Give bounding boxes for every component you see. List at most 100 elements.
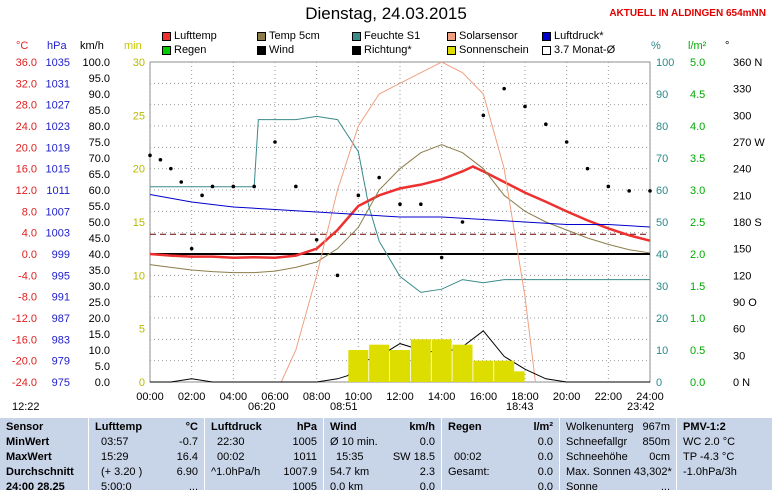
col-lufttemp: Lufttemp °C 03:57 -0.7 15:29 16.4 (+ 3.20 )… (89, 418, 205, 490)
wolken-val: 967m (642, 421, 670, 433)
tick-pressure: 975 (52, 377, 70, 389)
tick-humidity: 80 (656, 121, 668, 133)
tick-humidity: 40 (656, 249, 668, 261)
wind-avg-label: Ø 10 min. (330, 436, 378, 448)
regen-total-label: Gesamt: (448, 466, 490, 478)
legend-label: 3.7 Monat-Ø (554, 44, 616, 56)
tick-temp: 28.0 (16, 100, 37, 112)
tick-temp: -12.0 (12, 313, 37, 325)
series-temp-5cm (149, 144, 651, 274)
head-regen: Regen (448, 421, 482, 433)
annotation-sunset: 18:43 (506, 401, 534, 413)
schneehoehe-label: Schneehöhe (566, 451, 628, 463)
unit-lufttemp: °C (185, 421, 198, 433)
tick-wind: 55.0 (89, 201, 110, 213)
direction-point (252, 184, 256, 189)
tick-rain: 4.0 (690, 121, 705, 133)
tick-humidity: 60 (656, 185, 668, 197)
tick-wind: 35.0 (89, 265, 110, 277)
sonnen-label: Max. Sonnen 43,302* (566, 466, 672, 478)
direction-point (564, 140, 569, 144)
tick-humidity: 10 (656, 345, 668, 357)
direction-point (606, 184, 611, 189)
tick-x: 20:00 (553, 391, 581, 403)
annotation-right: 23:42 (627, 401, 655, 413)
legend-item-9: 3.7 Monat-Ø (542, 44, 615, 56)
tick-humidity: 100 (656, 57, 674, 69)
sunshine-bar (410, 339, 431, 382)
series-feuchte-s1 (150, 115, 650, 293)
series-luftdruck- (149, 194, 651, 228)
tick-pressure: 991 (52, 292, 70, 304)
annotation-sun-start: 08:51 (330, 401, 358, 413)
tick-wind: 65.0 (89, 169, 110, 181)
direction-point (544, 122, 548, 127)
sunshine-bar (431, 339, 452, 382)
series-wind (150, 330, 650, 383)
pmv-tp: TP -4.3 °C (683, 451, 735, 463)
luft-min-time: 03:57 (101, 436, 129, 448)
tick-pressure: 983 (52, 334, 70, 346)
tick-direction: 240 (733, 164, 751, 176)
tick-wind: 50.0 (89, 217, 110, 229)
direction-point (627, 189, 631, 193)
tick-temp: -24.0 (12, 377, 37, 389)
tick-direction: 270 W (733, 137, 765, 149)
legend-label: Luftdruck* (554, 30, 604, 42)
legend-label: Temp 5cm (269, 30, 320, 42)
tick-pressure: 1015 (46, 164, 70, 176)
tick-x: 14:00 (428, 391, 456, 403)
direction-point (398, 202, 402, 207)
tick-temp: -4.0 (18, 270, 37, 282)
legend-label: Solarsensor (459, 30, 518, 42)
series-lufttemp (149, 165, 651, 259)
legend-item-3: Solarsensor (447, 30, 518, 42)
tick-rain: 0.5 (690, 345, 705, 357)
legend-label: Richtung* (364, 44, 412, 56)
tick-pressure: 1019 (46, 142, 70, 154)
tick-temp: 20.0 (16, 142, 37, 154)
tick-minutes: 25 (133, 110, 145, 122)
tick-minutes: 10 (133, 270, 145, 282)
sunshine-bar (348, 350, 369, 382)
luft-min-val: -0.7 (179, 436, 198, 448)
tick-humidity: 30 (656, 281, 668, 293)
tick-pressure: 979 (52, 356, 70, 368)
direction-point (648, 189, 652, 193)
direction-point (210, 184, 215, 189)
sunshine-bar (369, 344, 390, 382)
tick-temp: -8.0 (18, 292, 37, 304)
legend-item-1: Temp 5cm (257, 30, 320, 42)
annotation-sunrise: 06:20 (248, 401, 276, 413)
legend-label: Sonnenschein (459, 44, 529, 56)
direction-point (231, 184, 236, 189)
direction-point (179, 180, 184, 184)
tick-direction: 90 O (733, 297, 757, 309)
druck-avg-val: 1007.9 (283, 466, 317, 478)
direction-point (523, 104, 527, 109)
sonne-label: Sonne (566, 481, 598, 490)
tick-temp: 24.0 (16, 121, 37, 133)
tick-temp: -20.0 (12, 356, 37, 368)
schneefall-label: Schneefallgr (566, 436, 628, 448)
regen-time: 00:02 (454, 451, 482, 463)
tick-pressure: 1035 (46, 57, 70, 69)
direction-point (200, 193, 204, 198)
luft-avg-note: (+ 3.20 ) (101, 466, 143, 478)
tick-wind: 85.0 (89, 105, 110, 117)
stats-panel: Sensor MinWert MaxWert Durchschnitt 24:0… (0, 418, 772, 490)
tick-x: 02:00 (178, 391, 206, 403)
direction-point (460, 220, 465, 224)
tick-direction: 0 N (733, 377, 750, 389)
direction-point (356, 193, 361, 198)
pmv-wc: WC 2.0 °C (683, 436, 736, 448)
legend-item-8: Sonnenschein (447, 44, 529, 56)
legend-label: Lufttemp (174, 30, 217, 42)
unit-temp: °C (16, 40, 29, 52)
legend-label: Wind (269, 44, 295, 56)
direction-point (273, 140, 277, 144)
tick-wind: 30.0 (89, 281, 110, 293)
tick-pressure: 1023 (46, 121, 70, 133)
tick-pressure: 987 (52, 313, 70, 325)
tick-x: 16:00 (470, 391, 498, 403)
